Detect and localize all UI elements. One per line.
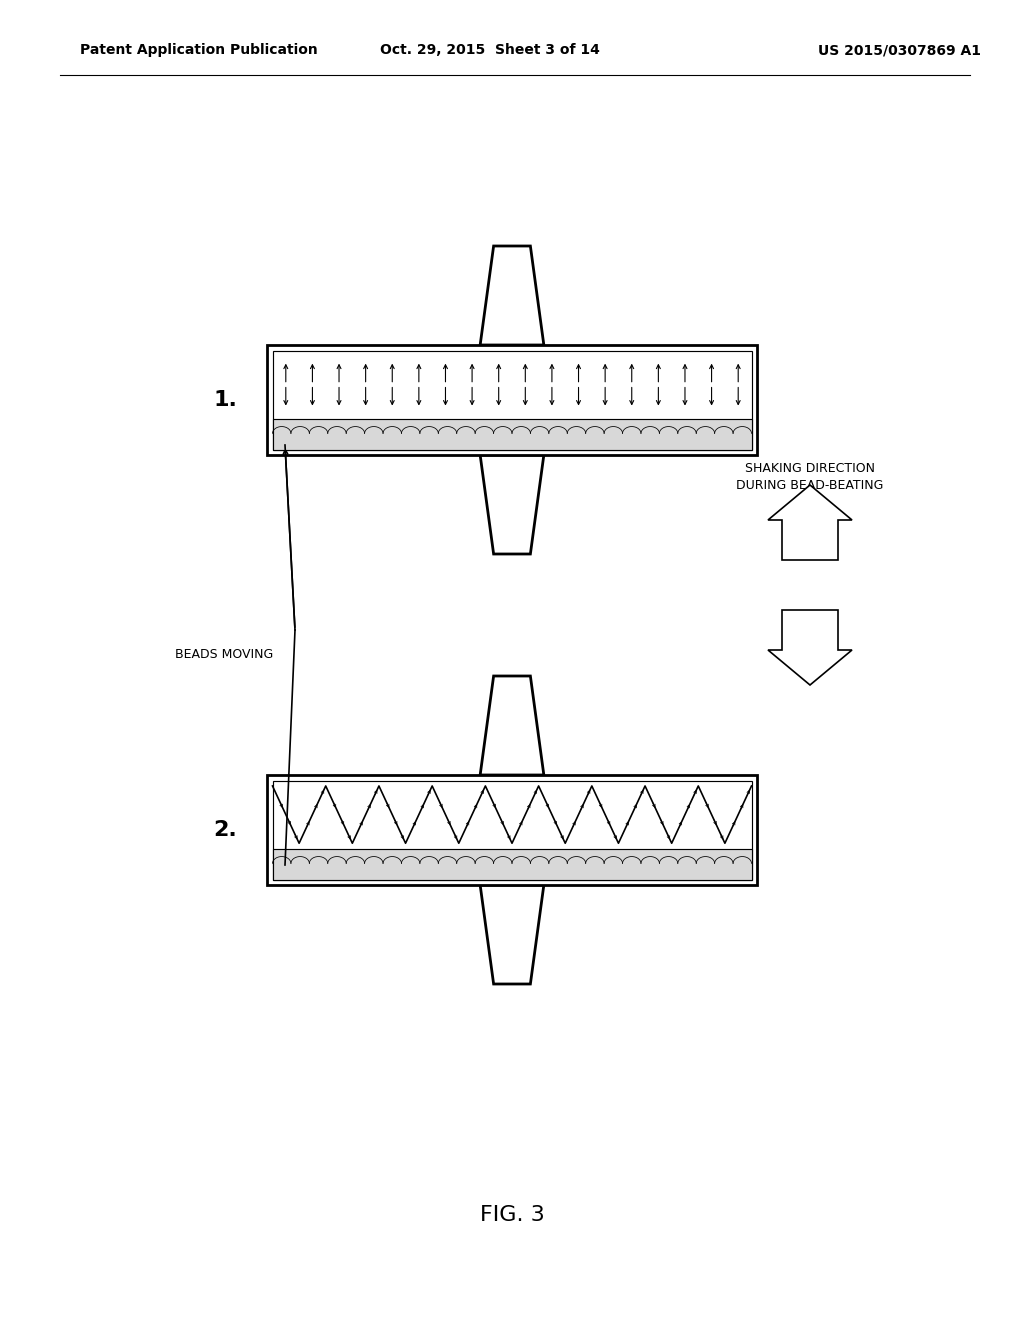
Text: FIG. 3: FIG. 3 bbox=[479, 1205, 545, 1225]
Text: US 2015/0307869 A1: US 2015/0307869 A1 bbox=[818, 44, 981, 57]
Text: Oct. 29, 2015  Sheet 3 of 14: Oct. 29, 2015 Sheet 3 of 14 bbox=[380, 44, 600, 57]
Polygon shape bbox=[480, 246, 544, 345]
Text: DURING BEAD-BEATING: DURING BEAD-BEATING bbox=[736, 479, 884, 492]
Bar bbox=[272, 418, 752, 450]
Bar bbox=[267, 345, 757, 455]
Text: 2.: 2. bbox=[213, 820, 237, 840]
Polygon shape bbox=[768, 484, 852, 560]
Polygon shape bbox=[768, 610, 852, 685]
Text: 1.: 1. bbox=[213, 389, 237, 411]
Bar bbox=[267, 775, 757, 884]
Polygon shape bbox=[480, 884, 544, 983]
Bar bbox=[272, 849, 752, 879]
Text: SHAKING DIRECTION: SHAKING DIRECTION bbox=[745, 462, 874, 475]
Text: BEADS MOVING: BEADS MOVING bbox=[175, 648, 273, 661]
Polygon shape bbox=[480, 676, 544, 775]
Bar bbox=[272, 351, 752, 450]
Text: Patent Application Publication: Patent Application Publication bbox=[80, 44, 317, 57]
Bar bbox=[272, 780, 752, 879]
Polygon shape bbox=[480, 455, 544, 554]
